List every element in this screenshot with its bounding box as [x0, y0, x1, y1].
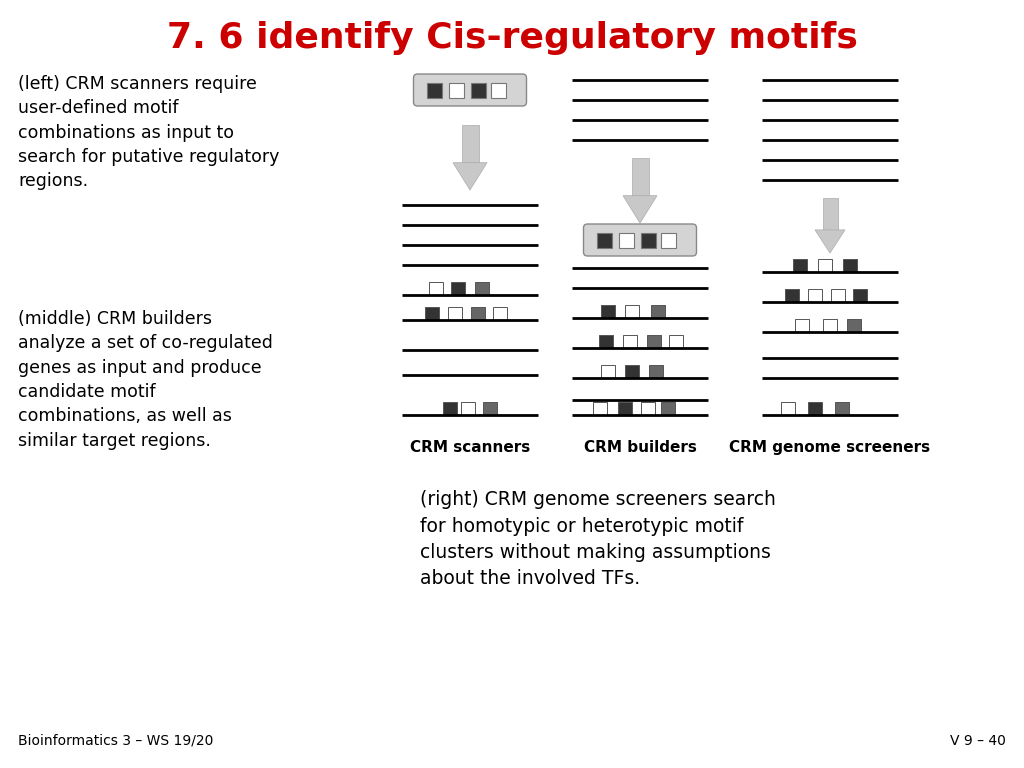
Bar: [593, 402, 607, 415]
Text: CRM scanners: CRM scanners: [410, 440, 530, 455]
Polygon shape: [453, 163, 487, 190]
Bar: [781, 402, 795, 415]
Bar: [475, 282, 489, 295]
Bar: [641, 402, 655, 415]
Text: V 9 – 40: V 9 – 40: [950, 734, 1006, 748]
Bar: [853, 289, 867, 302]
Bar: [461, 402, 475, 415]
Bar: [471, 307, 485, 320]
Bar: [618, 233, 634, 247]
Bar: [443, 402, 457, 415]
Bar: [785, 289, 799, 302]
Bar: [640, 233, 655, 247]
Bar: [427, 82, 441, 98]
Bar: [808, 402, 822, 415]
Bar: [795, 319, 809, 332]
Bar: [623, 335, 637, 348]
Bar: [425, 307, 439, 320]
Polygon shape: [815, 230, 845, 253]
Bar: [625, 365, 639, 378]
Bar: [843, 259, 857, 272]
Bar: [597, 233, 611, 247]
Bar: [835, 402, 849, 415]
Text: (left) CRM scanners require
user-defined motif
combinations as input to
search f: (left) CRM scanners require user-defined…: [18, 75, 280, 190]
Bar: [483, 402, 497, 415]
Bar: [818, 259, 831, 272]
Bar: [601, 365, 615, 378]
Bar: [647, 335, 662, 348]
Bar: [599, 335, 613, 348]
FancyBboxPatch shape: [414, 74, 526, 106]
Bar: [625, 305, 639, 318]
Bar: [808, 289, 822, 302]
Bar: [493, 307, 507, 320]
Bar: [822, 198, 838, 230]
Bar: [470, 82, 485, 98]
Bar: [793, 259, 807, 272]
Bar: [449, 307, 462, 320]
Bar: [847, 319, 861, 332]
Bar: [601, 305, 615, 318]
Text: CRM genome screeners: CRM genome screeners: [729, 440, 931, 455]
Bar: [462, 125, 478, 163]
Bar: [660, 233, 676, 247]
Text: (right) CRM genome screeners search
for homotypic or heterotypic motif
clusters : (right) CRM genome screeners search for …: [420, 490, 776, 588]
FancyBboxPatch shape: [584, 224, 696, 256]
Bar: [669, 335, 683, 348]
Bar: [649, 365, 663, 378]
Bar: [618, 402, 632, 415]
Polygon shape: [623, 196, 657, 223]
Text: CRM builders: CRM builders: [584, 440, 696, 455]
Text: Bioinformatics 3 – WS 19/20: Bioinformatics 3 – WS 19/20: [18, 734, 213, 748]
Bar: [823, 319, 837, 332]
Bar: [429, 282, 443, 295]
Bar: [490, 82, 506, 98]
Text: (middle) CRM builders
analyze a set of co-regulated
genes as input and produce
c: (middle) CRM builders analyze a set of c…: [18, 310, 272, 449]
Bar: [451, 282, 465, 295]
Bar: [831, 289, 845, 302]
Text: 7. 6 identify Cis-regulatory motifs: 7. 6 identify Cis-regulatory motifs: [167, 21, 857, 55]
Bar: [651, 305, 665, 318]
Bar: [632, 158, 648, 196]
Bar: [449, 82, 464, 98]
Bar: [662, 402, 675, 415]
